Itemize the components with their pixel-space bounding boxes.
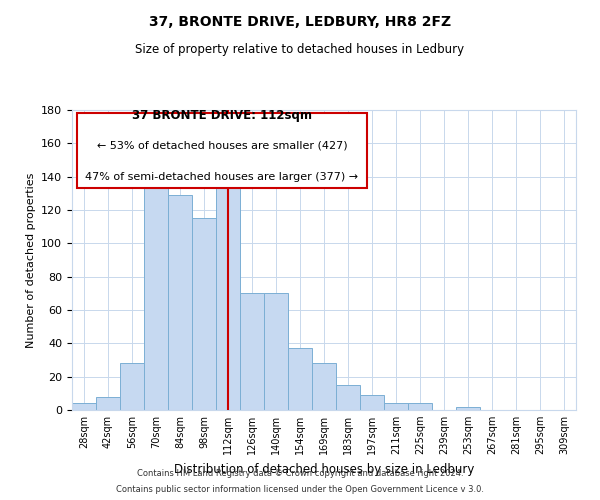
Text: 37, BRONTE DRIVE, LEDBURY, HR8 2FZ: 37, BRONTE DRIVE, LEDBURY, HR8 2FZ [149, 15, 451, 29]
Bar [240, 294, 264, 410]
X-axis label: Distribution of detached houses by size in Ledbury: Distribution of detached houses by size … [174, 462, 474, 475]
Bar [216, 176, 240, 410]
Text: 47% of semi-detached houses are larger (377) →: 47% of semi-detached houses are larger (… [85, 172, 359, 182]
Bar [360, 395, 384, 410]
Bar [408, 404, 432, 410]
Text: ← 53% of detached houses are smaller (427): ← 53% of detached houses are smaller (42… [97, 141, 347, 151]
Bar [384, 404, 408, 410]
Text: 37 BRONTE DRIVE: 112sqm: 37 BRONTE DRIVE: 112sqm [132, 110, 312, 122]
Bar [456, 406, 480, 410]
Bar [288, 348, 312, 410]
Bar [336, 385, 360, 410]
Bar [72, 404, 96, 410]
Bar [192, 218, 216, 410]
Bar [144, 166, 168, 410]
FancyBboxPatch shape [77, 113, 367, 188]
Bar [312, 364, 336, 410]
Bar [96, 396, 120, 410]
Bar [120, 364, 144, 410]
Text: Contains HM Land Registry data © Crown copyright and database right 2024.: Contains HM Land Registry data © Crown c… [137, 470, 463, 478]
Bar [168, 195, 192, 410]
Text: Contains public sector information licensed under the Open Government Licence v : Contains public sector information licen… [116, 484, 484, 494]
Text: Size of property relative to detached houses in Ledbury: Size of property relative to detached ho… [136, 42, 464, 56]
Y-axis label: Number of detached properties: Number of detached properties [26, 172, 35, 348]
Bar [264, 294, 288, 410]
